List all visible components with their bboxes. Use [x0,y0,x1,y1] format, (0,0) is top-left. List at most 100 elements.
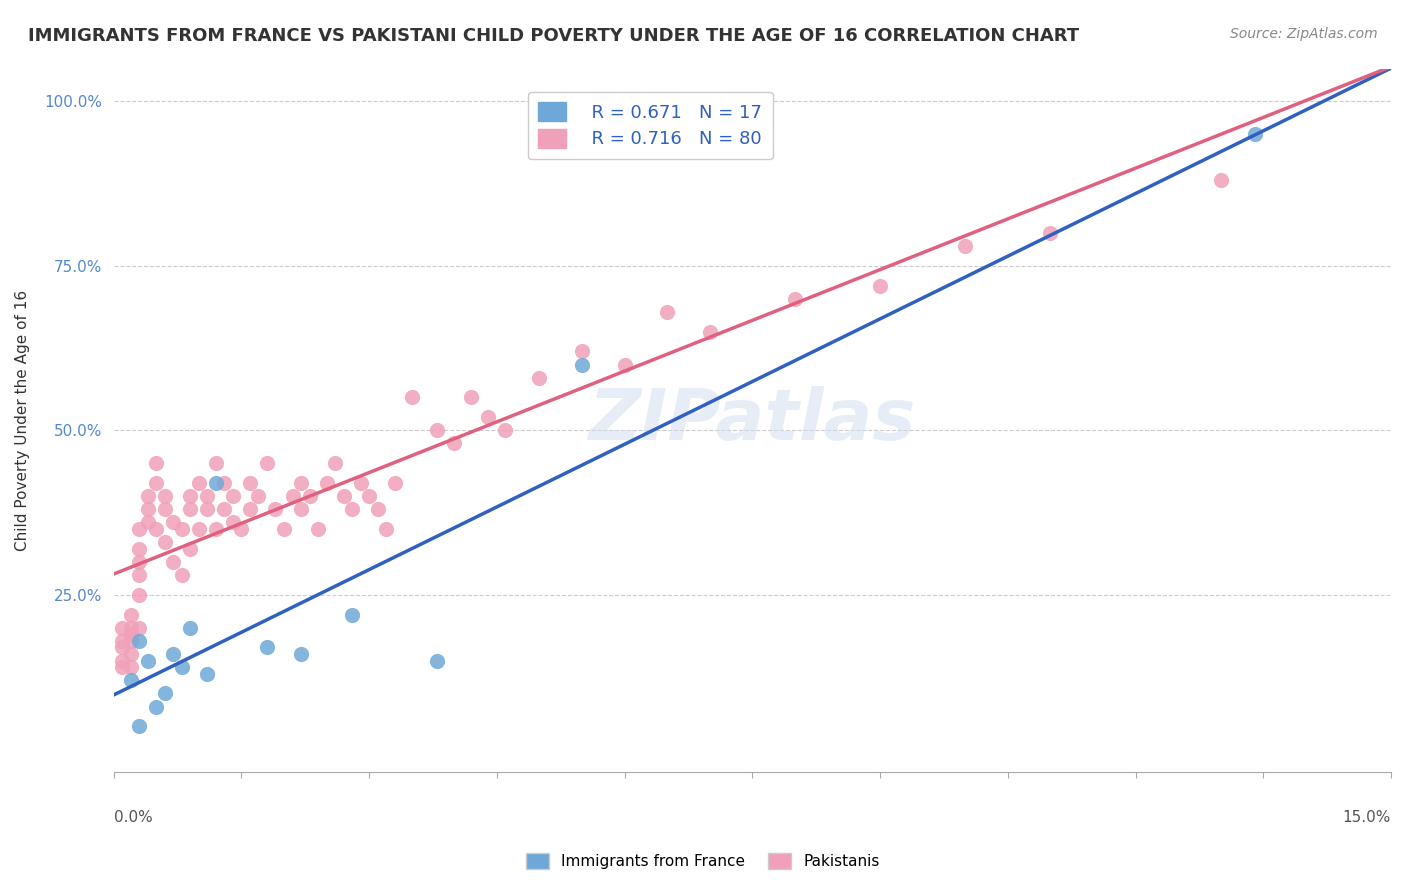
Point [136,516,159,530]
Point [153,535,176,549]
Point [699,325,721,339]
Point [443,436,465,450]
Point [111,621,134,635]
Point [120,607,142,622]
Point [340,502,363,516]
Point [128,568,150,582]
Point [955,239,977,253]
Point [179,541,201,556]
Point [256,456,278,470]
Point [120,647,142,661]
Point [120,621,142,635]
Point [205,475,228,490]
Point [783,292,806,306]
Point [136,489,159,503]
Point [120,633,142,648]
Point [222,489,245,503]
Point [231,522,253,536]
Point [162,516,184,530]
Point [128,719,150,733]
Point [613,358,636,372]
Point [162,555,184,569]
Text: 0.0%: 0.0% [114,810,152,825]
Point [128,621,150,635]
Point [179,489,201,503]
Point [264,502,287,516]
Text: ZIPatlas: ZIPatlas [589,386,917,455]
Point [145,699,167,714]
Point [170,568,193,582]
Point [869,278,891,293]
Point [384,475,406,490]
Point [298,489,321,503]
Point [367,502,389,516]
Point [145,475,167,490]
Point [145,456,167,470]
Point [195,502,218,516]
Point [153,502,176,516]
Point [153,489,176,503]
Point [170,660,193,674]
Point [187,522,209,536]
Point [162,647,184,661]
Point [290,647,312,661]
Point [111,633,134,648]
Point [170,522,193,536]
Point [179,621,201,635]
Point [401,391,423,405]
Y-axis label: Child Poverty Under the Age of 16: Child Poverty Under the Age of 16 [15,290,30,551]
Point [205,456,228,470]
Text: IMMIGRANTS FROM FRANCE VS PAKISTANI CHILD POVERTY UNDER THE AGE OF 16 CORRELATIO: IMMIGRANTS FROM FRANCE VS PAKISTANI CHIL… [28,27,1080,45]
Point [195,666,218,681]
Point [136,502,159,516]
Point [128,555,150,569]
Point [332,489,354,503]
Point [136,654,159,668]
Point [205,522,228,536]
Point [120,627,142,641]
Point [128,522,150,536]
Point [1243,128,1265,142]
Point [477,410,499,425]
Point [571,344,593,359]
Point [273,522,295,536]
Point [120,660,142,674]
Point [222,516,245,530]
Point [239,475,262,490]
Point [460,391,482,405]
Point [657,305,679,319]
Point [494,423,516,437]
Point [214,475,236,490]
Point [111,654,134,668]
Point [256,640,278,655]
Point [145,522,167,536]
Point [120,673,142,688]
Point [1209,173,1232,187]
Text: Source: ZipAtlas.com: Source: ZipAtlas.com [1230,27,1378,41]
Point [128,633,150,648]
Point [187,475,209,490]
Point [153,686,176,700]
Point [195,489,218,503]
Point [350,475,373,490]
Point [239,502,262,516]
Point [571,358,593,372]
Point [128,588,150,602]
Point [111,660,134,674]
Point [290,502,312,516]
Point [247,489,270,503]
Point [426,654,449,668]
Point [1039,226,1062,240]
Point [111,640,134,655]
Legend: Immigrants from France, Pakistanis: Immigrants from France, Pakistanis [520,847,886,875]
Point [128,541,150,556]
Point [340,607,363,622]
Point [307,522,329,536]
Point [323,456,346,470]
Point [375,522,398,536]
Point [214,502,236,516]
Point [529,370,551,384]
Point [359,489,381,503]
Point [315,475,337,490]
Point [179,502,201,516]
